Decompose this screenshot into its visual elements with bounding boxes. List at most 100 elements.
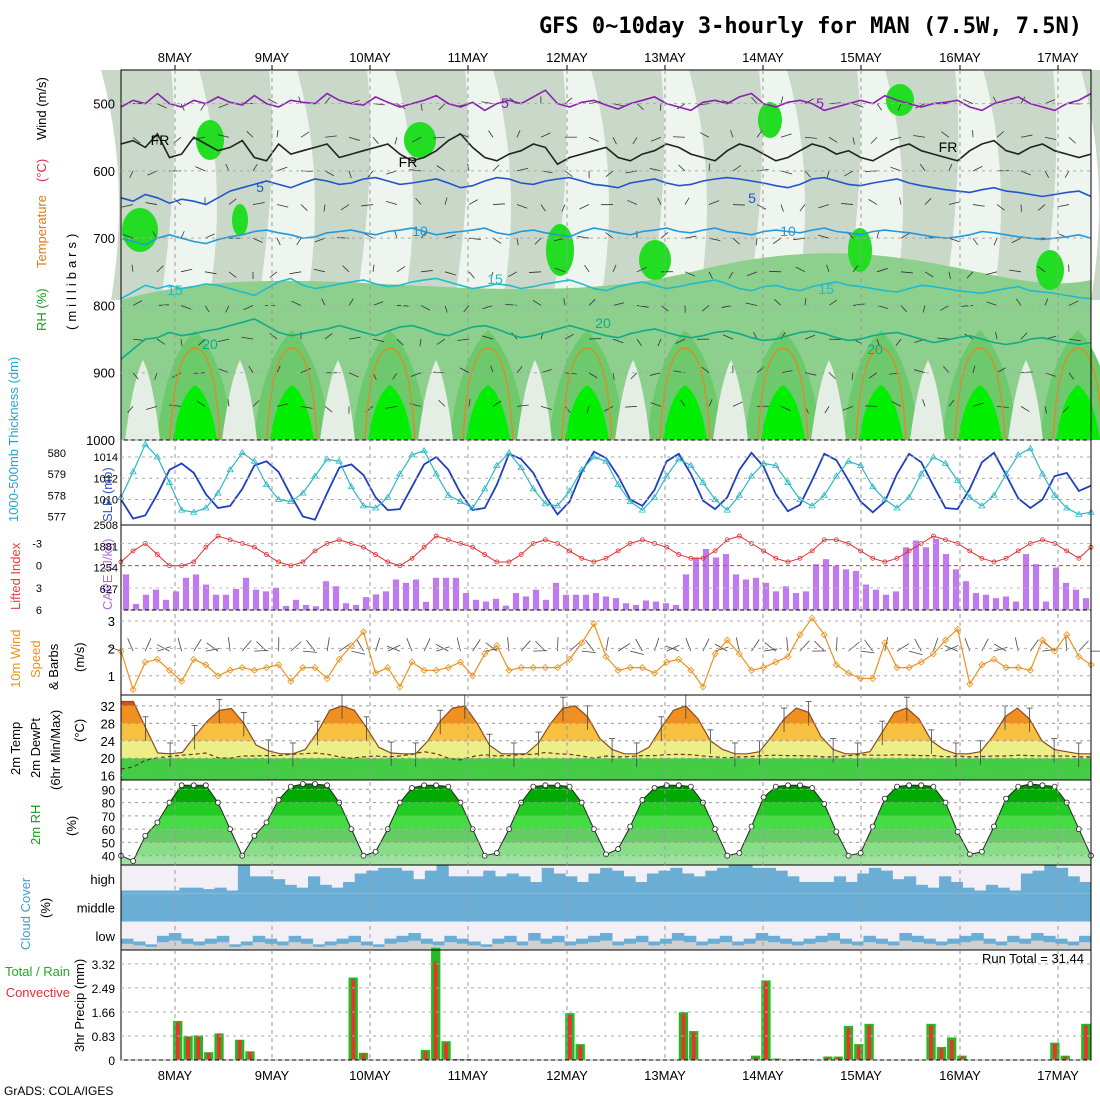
cloud-low-grey bbox=[408, 940, 421, 950]
isotherm-label: FR bbox=[939, 139, 958, 155]
cloud-high-bar bbox=[775, 870, 788, 894]
upper-wind-barb bbox=[372, 264, 375, 272]
cape-bar bbox=[152, 589, 160, 610]
upper-wind-barb bbox=[676, 103, 686, 110]
surface-wind-barb bbox=[156, 644, 170, 652]
surface-wind-barb bbox=[585, 639, 595, 652]
cloud-high-bar bbox=[156, 890, 169, 894]
cloud-middle-bar bbox=[911, 893, 924, 922]
lifted-index-marker bbox=[1003, 555, 1009, 561]
rh-shade-grey bbox=[591, 70, 665, 300]
rh-marker bbox=[542, 782, 549, 789]
thickness-marker bbox=[529, 485, 537, 492]
cape-bar bbox=[412, 579, 420, 610]
cloud-high-bar bbox=[623, 876, 636, 894]
cloud-high-bar bbox=[939, 876, 952, 894]
cape-bar bbox=[722, 554, 730, 610]
rh-shade-dry bbox=[222, 360, 257, 440]
cloud-middle-bar bbox=[635, 893, 649, 922]
wind-speed-marker bbox=[493, 642, 501, 650]
rh-marker bbox=[954, 828, 961, 835]
cape-bar bbox=[732, 574, 740, 610]
surface-wind-barb bbox=[715, 646, 729, 652]
cape-bar bbox=[952, 569, 960, 610]
rh-marker bbox=[833, 828, 840, 835]
upper-wind-barb bbox=[897, 103, 902, 111]
surface-wind-barb bbox=[1014, 637, 1019, 652]
cape-bar bbox=[612, 598, 620, 610]
lifted-index-marker bbox=[761, 548, 767, 554]
rh-shade-grey bbox=[1081, 70, 1100, 300]
cloud-middle-bar bbox=[264, 893, 278, 922]
cape-bar bbox=[982, 594, 990, 610]
wind-speed-marker bbox=[202, 661, 210, 669]
cape-bar bbox=[542, 599, 550, 610]
rh-shade-core bbox=[466, 385, 510, 440]
upper-wind-barb bbox=[276, 238, 281, 246]
surface-wind-barb bbox=[193, 639, 202, 652]
upper-wind-barb bbox=[940, 305, 950, 311]
upper-wind-barb bbox=[204, 305, 210, 313]
cape-bar bbox=[562, 594, 570, 610]
wind-speed-marker bbox=[881, 639, 889, 647]
surface-wind-barb bbox=[763, 648, 778, 652]
surface-wind-barb bbox=[914, 638, 922, 652]
thickness-marker bbox=[844, 457, 853, 464]
upper-wind-barb bbox=[490, 365, 494, 373]
upper-wind-barb bbox=[612, 264, 617, 272]
upper-wind-barb bbox=[660, 305, 669, 312]
upper-wind-barb bbox=[529, 271, 542, 273]
lifted-index-marker bbox=[421, 544, 427, 550]
cloud-middle-bar bbox=[540, 893, 553, 922]
upper-wind-barb bbox=[481, 101, 494, 105]
wind-speed-marker bbox=[469, 672, 477, 680]
upper-wind-barb bbox=[289, 271, 302, 275]
surface-wind-barb bbox=[326, 637, 330, 652]
cloud-high-bar bbox=[693, 876, 706, 894]
lifted-index-marker bbox=[1076, 555, 1082, 561]
upper-wind-barb bbox=[996, 367, 1006, 374]
upper-wind-barb bbox=[899, 197, 902, 205]
precip-convective-bar bbox=[939, 1048, 944, 1060]
upper-wind-barb bbox=[436, 338, 446, 345]
cape-bar bbox=[812, 564, 820, 610]
cloud-middle-bar bbox=[791, 893, 805, 922]
upper-wind-barb bbox=[972, 365, 976, 373]
cloud-middle-bar bbox=[659, 893, 673, 922]
surface-wind-barb bbox=[665, 645, 679, 652]
upper-wind-barb bbox=[625, 405, 638, 408]
surface-wind-barb bbox=[520, 640, 531, 652]
upper-air-temp-unit-label: (°C) bbox=[34, 159, 49, 182]
wind10m-unit-label: (m/s) bbox=[72, 642, 87, 672]
upper-wind-barb bbox=[171, 372, 182, 378]
thickness-marker bbox=[699, 478, 707, 485]
cape-bar bbox=[712, 557, 720, 610]
precip-convective-bar bbox=[929, 1025, 933, 1060]
cloud-middle-bar bbox=[132, 893, 146, 922]
rh-marker bbox=[372, 848, 379, 855]
upper-wind-barb bbox=[516, 204, 528, 209]
upper-wind-barb bbox=[1068, 136, 1076, 144]
lifted-index-marker bbox=[373, 552, 379, 557]
upper-wind-barb bbox=[396, 338, 404, 346]
thickness-marker bbox=[311, 472, 319, 479]
upper-wind-barb bbox=[780, 204, 784, 212]
upper-wind-barb bbox=[363, 233, 374, 239]
pressure-tick-label: 800 bbox=[93, 298, 115, 313]
wind-tick-label: 3 bbox=[108, 614, 115, 629]
wind-speed-marker bbox=[808, 614, 816, 622]
rh-marker bbox=[433, 782, 440, 789]
surface-wind-barb bbox=[581, 650, 596, 653]
cloud-middle-bar bbox=[707, 893, 721, 922]
cloud-low-grey bbox=[635, 942, 649, 950]
thickness-marker bbox=[432, 470, 440, 477]
upper-wind-barb bbox=[323, 204, 326, 212]
upper-wind-barb bbox=[632, 137, 638, 145]
cloud-low-grey bbox=[396, 942, 409, 950]
cape-bar bbox=[892, 591, 900, 610]
cape-bar bbox=[632, 604, 640, 610]
cloud-low-grey bbox=[216, 942, 230, 950]
isotherm-10C bbox=[120, 227, 1092, 246]
temp2m-unit-label: (°C) bbox=[72, 719, 87, 742]
